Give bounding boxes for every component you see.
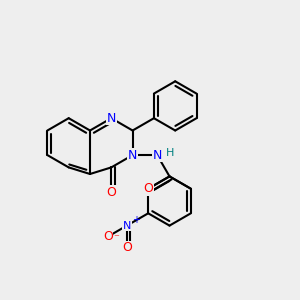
- Text: O: O: [103, 230, 113, 243]
- Text: O: O: [143, 182, 153, 195]
- Text: N: N: [128, 148, 137, 162]
- Text: N: N: [123, 220, 131, 231]
- Text: N: N: [106, 112, 116, 125]
- Text: +: +: [132, 215, 140, 225]
- Text: O: O: [106, 185, 116, 199]
- Text: N: N: [152, 148, 162, 162]
- Text: O: O: [122, 241, 132, 254]
- Text: H: H: [166, 148, 175, 158]
- Text: ⁻: ⁻: [114, 233, 120, 243]
